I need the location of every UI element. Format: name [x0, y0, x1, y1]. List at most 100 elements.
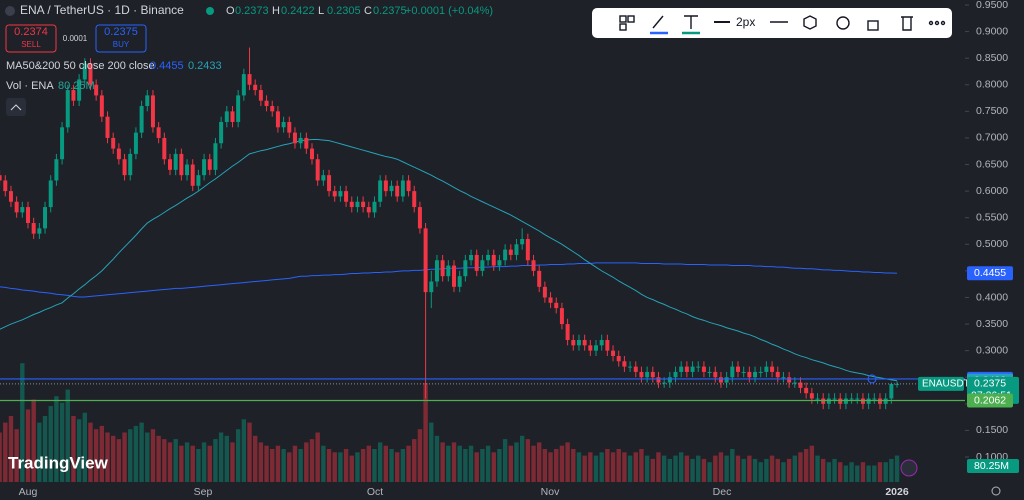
collapse-button[interactable]	[6, 98, 26, 116]
volume-bar	[542, 449, 548, 482]
volume-bar	[412, 439, 417, 482]
volume-bar	[440, 442, 445, 482]
volume-bar	[644, 455, 650, 482]
candle-body	[701, 366, 706, 372]
volume-bar	[111, 435, 116, 482]
candle-body	[315, 159, 320, 181]
toolbar-text[interactable]	[684, 15, 698, 29]
volume-bar	[76, 419, 82, 482]
candle-body	[696, 366, 701, 368]
toolbar-delete[interactable]	[901, 16, 913, 31]
candle-body	[77, 79, 82, 101]
toolbar-pen[interactable]	[652, 15, 664, 29]
volume-bar	[82, 412, 87, 482]
candle-body	[809, 393, 814, 399]
buy-button[interactable]	[95, 24, 147, 53]
volume-bar	[463, 449, 468, 482]
ohlc-value: 0.2375	[373, 5, 407, 17]
candle-body	[582, 340, 587, 346]
volume-bar	[446, 445, 451, 482]
volume-bar	[423, 383, 428, 482]
candle-body	[361, 201, 366, 208]
volume-bar	[576, 452, 582, 482]
volume-bar	[173, 439, 178, 482]
volume-bar	[400, 449, 406, 482]
x-tick-label: Nov	[541, 486, 560, 498]
toolbar-more[interactable]	[934, 20, 940, 26]
candle-body	[417, 207, 422, 229]
volume-bar	[724, 455, 729, 482]
volume-bar	[616, 449, 621, 482]
volume-bar	[838, 462, 843, 482]
volume-bar	[786, 458, 792, 482]
volume-bar	[355, 452, 360, 482]
candle-body	[707, 371, 712, 373]
candle-body	[275, 111, 280, 128]
volume-bar	[128, 429, 133, 482]
volume-bar	[275, 445, 281, 482]
toolbar-more[interactable]	[928, 20, 934, 26]
volume-bar	[150, 429, 156, 482]
volume-bar	[537, 442, 542, 482]
sell-price: 0.2374	[14, 26, 48, 38]
candle-body	[20, 207, 25, 213]
toolbar-settings[interactable]	[803, 15, 817, 30]
volume-bar	[179, 445, 184, 482]
symbol-tag: ENAUSDT	[922, 379, 970, 390]
candle-body	[775, 371, 780, 378]
candle-body	[292, 132, 297, 144]
volume-tag: 80.25M	[974, 460, 1009, 472]
candle-body	[554, 302, 559, 309]
candle-body	[679, 366, 684, 372]
candle-body	[787, 377, 792, 383]
axis-settings[interactable]	[991, 486, 1001, 496]
volume-bar	[866, 465, 871, 482]
candle-body	[355, 201, 360, 208]
candle-body	[525, 238, 530, 261]
volume-bar	[832, 458, 837, 482]
market-status	[206, 7, 214, 15]
toolbar-more[interactable]	[940, 20, 946, 26]
toolbar-alert[interactable]	[836, 16, 850, 30]
symbol-tag-box	[918, 376, 964, 391]
candle-body	[219, 121, 224, 144]
volume-bar	[792, 455, 797, 482]
candle-body	[724, 377, 729, 383]
volume-bar	[20, 363, 25, 482]
volume-bar	[599, 452, 604, 482]
toolbar-icon[interactable]	[627, 15, 635, 23]
x-tick-label: Oct	[367, 486, 383, 498]
volume-bar	[235, 429, 241, 482]
volume-bar	[37, 422, 42, 482]
volume-bar	[213, 439, 218, 482]
ohlc-change: +0.0001 (+0.04%)	[405, 5, 493, 17]
candle-body	[82, 63, 87, 80]
candle-body	[650, 371, 655, 378]
candle-body	[378, 180, 383, 202]
candle-body	[531, 260, 536, 271]
candle-body	[605, 340, 610, 351]
candle-body	[139, 106, 144, 133]
candle-body	[486, 254, 491, 261]
volume-bar	[894, 455, 900, 482]
volume-bar	[531, 445, 536, 482]
volume-bar	[383, 445, 389, 482]
candle-body	[247, 74, 252, 85]
y-tick-label: 0.9500	[976, 0, 1008, 11]
candle-body	[491, 254, 496, 266]
volume-bar	[395, 452, 400, 482]
volume-bar	[190, 445, 195, 482]
volume-bar	[877, 462, 883, 482]
toolbar-icon[interactable]	[619, 15, 627, 23]
candle-body	[264, 100, 269, 107]
volume-bar	[65, 389, 70, 482]
candle-body	[764, 366, 769, 372]
sell-button[interactable]	[5, 24, 57, 53]
spark-button[interactable]	[900, 459, 918, 477]
volume-bar	[684, 455, 690, 482]
candle-body	[514, 244, 519, 255]
toolbar-lock[interactable]	[867, 20, 879, 31]
candle-body	[270, 106, 275, 112]
volume-bar	[116, 439, 122, 482]
toolbar-icon[interactable]	[619, 23, 627, 31]
